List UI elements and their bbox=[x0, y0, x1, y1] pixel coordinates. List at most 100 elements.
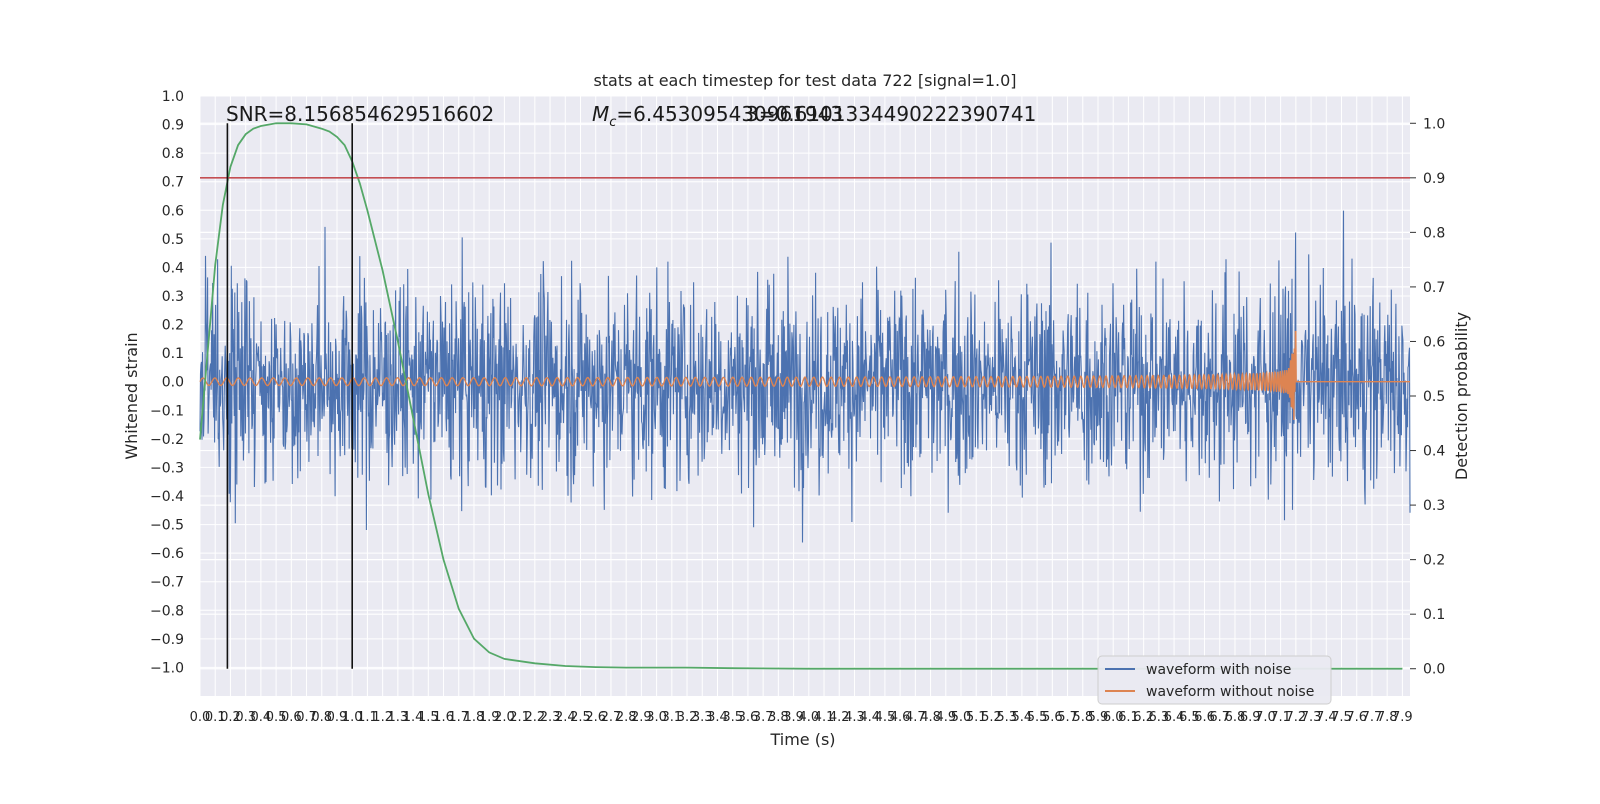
snr-annotation: SNR=8.156854629516602 bbox=[226, 102, 494, 126]
x-tick-label: 3.1 bbox=[661, 710, 682, 725]
x-tick-label: 5.1 bbox=[966, 710, 987, 725]
x-tick-label: 4.6 bbox=[890, 710, 911, 725]
y-tick-label: 0.5 bbox=[162, 232, 184, 248]
x-tick-label: 1.0 bbox=[342, 710, 363, 725]
y-tick-label: 0.0 bbox=[162, 375, 184, 391]
x-tick-label: 5.7 bbox=[1057, 710, 1078, 725]
x-tick-label: 6.4 bbox=[1164, 710, 1185, 725]
x-tick-label: 7.5 bbox=[1331, 710, 1352, 725]
x-tick-label: 3.3 bbox=[692, 710, 713, 725]
y2-tick-label: 0.3 bbox=[1423, 498, 1445, 514]
x-tick-label: 7.7 bbox=[1362, 710, 1383, 725]
x-tick-label: 4.1 bbox=[814, 710, 835, 725]
y-tick-label: −0.5 bbox=[150, 518, 184, 534]
y-tick-label: 0.7 bbox=[162, 175, 184, 191]
x-tick-label: 6.7 bbox=[1209, 710, 1230, 725]
x-tick-label: 1.1 bbox=[357, 710, 378, 725]
x-tick-label: 1.9 bbox=[479, 710, 500, 725]
x-tick-label: 6.9 bbox=[1240, 710, 1261, 725]
y2-axis-label: Detection probability bbox=[1452, 312, 1471, 480]
y-tick-label: 0.8 bbox=[162, 146, 184, 162]
x-tick-label: 5.8 bbox=[1072, 710, 1093, 725]
x-tick-label: 0.1 bbox=[205, 710, 226, 725]
y-tick-label: 0.2 bbox=[162, 318, 184, 334]
y2-tick-label: 0.0 bbox=[1423, 662, 1445, 678]
series-waveform-without-noise bbox=[199, 330, 1410, 421]
legend-box bbox=[1097, 655, 1332, 705]
x-tick-label: 6.3 bbox=[1149, 710, 1170, 725]
y2-tick-label: 0.4 bbox=[1423, 444, 1445, 460]
y2-tick-label: 1.0 bbox=[1423, 116, 1445, 132]
x-tick-label: 3.0 bbox=[646, 710, 667, 725]
x-tick-label: 2.5 bbox=[570, 710, 591, 725]
chart-title: stats at each timestep for test data 722… bbox=[593, 71, 1016, 90]
overlap-annotation: 3=0.6101334490222390741 bbox=[746, 102, 1036, 126]
x-tick-label: 4.4 bbox=[859, 710, 880, 725]
x-tick-label: 3.4 bbox=[707, 710, 728, 725]
x-tick-label: 0.8 bbox=[311, 710, 332, 725]
chirp-mass-annotation: Mc=6.453095430961943 bbox=[592, 102, 843, 130]
y-tick-label: −0.9 bbox=[150, 632, 184, 648]
legend-label-clean: waveform without noise bbox=[1146, 684, 1314, 700]
x-tick-label: 4.7 bbox=[905, 710, 926, 725]
x-tick-label: 2.6 bbox=[585, 710, 606, 725]
x-tick-label: 5.3 bbox=[996, 710, 1017, 725]
y-tick-label: 1.0 bbox=[162, 89, 184, 105]
x-tick-label: 0.9 bbox=[327, 710, 348, 725]
x-tick-label: 2.0 bbox=[494, 710, 515, 725]
x-tick-label: 7.0 bbox=[1255, 710, 1276, 725]
x-tick-label: 3.9 bbox=[783, 710, 804, 725]
axes-layer: 0.00.10.20.30.40.50.60.70.80.91.01.11.21… bbox=[150, 89, 1445, 725]
x-tick-label: 0.6 bbox=[281, 710, 302, 725]
x-tick-label: 4.8 bbox=[920, 710, 941, 725]
legend-label-noise: waveform with noise bbox=[1146, 662, 1291, 678]
x-tick-label: 4.3 bbox=[844, 710, 865, 725]
y-axis-label: Whitened strain bbox=[122, 332, 141, 459]
x-tick-label: 4.9 bbox=[935, 710, 956, 725]
x-tick-label: 4.5 bbox=[875, 710, 896, 725]
x-tick-label: 1.5 bbox=[418, 710, 439, 725]
x-tick-label: 5.2 bbox=[981, 710, 1002, 725]
x-tick-label: 6.6 bbox=[1194, 710, 1215, 725]
x-tick-label: 1.2 bbox=[372, 710, 393, 725]
x-tick-label: 6.5 bbox=[1179, 710, 1200, 725]
x-tick-label: 7.2 bbox=[1286, 710, 1307, 725]
x-tick-label: 3.7 bbox=[753, 710, 774, 725]
x-tick-label: 2.3 bbox=[540, 710, 561, 725]
x-tick-label: 5.4 bbox=[1012, 710, 1033, 725]
x-tick-label: 7.3 bbox=[1301, 710, 1322, 725]
y-tick-label: −0.7 bbox=[150, 575, 184, 591]
x-tick-label: 1.6 bbox=[433, 710, 454, 725]
y2-tick-label: 0.6 bbox=[1423, 334, 1445, 350]
overlay-layer bbox=[199, 122, 1410, 670]
x-tick-label: 2.9 bbox=[631, 710, 652, 725]
x-tick-label: 2.1 bbox=[509, 710, 530, 725]
y-tick-label: −0.3 bbox=[150, 460, 184, 476]
x-tick-label: 1.8 bbox=[464, 710, 485, 725]
x-tick-label: 5.0 bbox=[951, 710, 972, 725]
x-tick-label: 4.2 bbox=[829, 710, 850, 725]
x-tick-label: 1.3 bbox=[388, 710, 409, 725]
y2-tick-label: 0.1 bbox=[1423, 607, 1445, 623]
x-tick-label: 3.2 bbox=[677, 710, 698, 725]
y-tick-label: −0.6 bbox=[150, 546, 184, 562]
series-detection-probability bbox=[199, 122, 1403, 670]
x-tick-label: 2.4 bbox=[555, 710, 576, 725]
x-tick-label: 7.9 bbox=[1392, 710, 1413, 725]
x-tick-label: 0.3 bbox=[235, 710, 256, 725]
y2-tick-label: 0.2 bbox=[1423, 553, 1445, 569]
series-layer bbox=[199, 210, 1411, 543]
x-tick-label: 6.2 bbox=[1133, 710, 1154, 725]
x-tick-label: 2.2 bbox=[524, 710, 545, 725]
x-tick-label: 7.6 bbox=[1346, 710, 1367, 725]
x-tick-label: 0.4 bbox=[251, 710, 272, 725]
x-tick-label: 3.6 bbox=[738, 710, 759, 725]
x-tick-label: 1.7 bbox=[448, 710, 469, 725]
legend: waveform with noise waveform without noi… bbox=[1097, 655, 1332, 705]
x-tick-label: 2.8 bbox=[616, 710, 637, 725]
x-tick-label: 3.5 bbox=[722, 710, 743, 725]
y-tick-label: 0.1 bbox=[162, 346, 184, 362]
x-tick-label: 0.5 bbox=[266, 710, 287, 725]
x-axis-label: Time (s) bbox=[769, 730, 835, 749]
